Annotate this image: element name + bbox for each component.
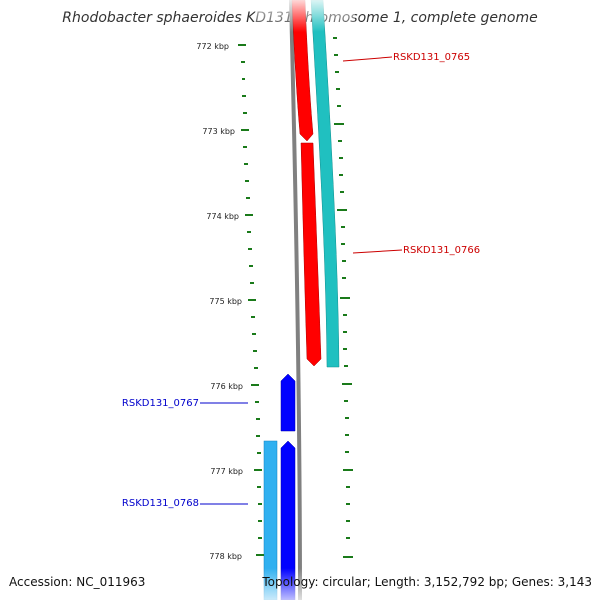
gene-RSKD131_0767-arrow[interactable] — [280, 373, 296, 432]
tick-label: 775 kbp — [209, 297, 242, 306]
fade-bottom — [255, 568, 355, 600]
gene-labels: RSKD131_0765 RSKD131_0766 RSKD131_0767 R… — [122, 52, 480, 509]
gene-RSKD131_0765-leader — [342, 56, 393, 62]
gene-RSKD131_0766-label[interactable]: RSKD131_0766 — [403, 245, 480, 256]
tick-labels: 772 kbp 773 kbp 774 kbp 775 kbp 776 kbp … — [196, 42, 243, 561]
outer-ticks — [333, 37, 353, 558]
feature-cyan-forward — [310, 0, 340, 368]
gene-RSKD131_0766-arrow[interactable] — [300, 142, 322, 367]
topology-summary: Topology: circular; Length: 3,152,792 bp… — [262, 575, 592, 589]
inner-ticks — [238, 44, 264, 556]
gene-RSKD131_0765-label[interactable]: RSKD131_0765 — [393, 52, 470, 63]
tick-label: 772 kbp — [196, 42, 229, 51]
gene-RSKD131_0768-label[interactable]: RSKD131_0768 — [122, 498, 199, 509]
feature-lightblue-reverse — [263, 440, 278, 600]
accession-text: Accession: NC_011963 — [9, 575, 146, 589]
gene-RSKD131_0765-arrow[interactable] — [291, 0, 314, 142]
tick-label: 774 kbp — [206, 212, 239, 221]
tick-label: 777 kbp — [210, 467, 243, 476]
tick-label: 778 kbp — [209, 552, 242, 561]
gene-RSKD131_0766-leader — [352, 249, 403, 254]
tick-label: 773 kbp — [202, 127, 235, 136]
gene-RSKD131_0767-label[interactable]: RSKD131_0767 — [122, 398, 199, 409]
fade-top — [255, 0, 355, 32]
tick-label: 776 kbp — [210, 382, 243, 391]
chromosome-backbone — [289, 0, 302, 600]
